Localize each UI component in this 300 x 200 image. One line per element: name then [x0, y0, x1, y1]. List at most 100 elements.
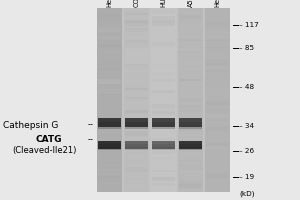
Bar [152, 90, 175, 93]
Bar [98, 106, 121, 108]
Bar [206, 140, 229, 144]
Bar [125, 48, 148, 64]
Text: --: -- [88, 136, 94, 144]
Text: HepG2: HepG2 [214, 0, 220, 7]
Bar [125, 28, 148, 30]
Bar [152, 138, 175, 140]
Bar [206, 62, 229, 63]
Bar [152, 17, 175, 20]
Bar [206, 77, 229, 79]
Bar [179, 166, 202, 170]
Bar [125, 110, 148, 113]
Bar [179, 161, 202, 165]
Bar [206, 127, 229, 130]
Bar [152, 48, 175, 64]
Bar [179, 118, 202, 127]
Bar [98, 78, 121, 82]
Bar [206, 70, 229, 72]
Bar [152, 144, 175, 148]
Bar [125, 170, 148, 172]
Bar [206, 127, 229, 131]
Text: HepG2: HepG2 [106, 0, 112, 7]
Bar [151, 8, 176, 192]
Bar [206, 118, 229, 119]
Bar [125, 36, 148, 39]
Bar [179, 157, 202, 161]
Bar [125, 125, 148, 129]
Bar [206, 48, 229, 53]
Bar [152, 104, 175, 109]
Bar [98, 13, 121, 16]
Bar [179, 42, 202, 44]
Bar [206, 47, 229, 50]
Bar [125, 22, 148, 24]
Bar [98, 120, 121, 122]
Bar [125, 23, 148, 26]
Bar [179, 51, 202, 52]
Bar [125, 122, 148, 125]
Bar [98, 44, 121, 48]
Bar [125, 159, 148, 164]
Bar [125, 118, 148, 127]
Bar [152, 112, 175, 116]
Bar [179, 14, 202, 17]
Text: (kD): (kD) [239, 190, 255, 197]
Bar [179, 16, 202, 19]
Text: A549: A549 [188, 0, 194, 7]
Bar [152, 39, 175, 41]
Bar [152, 147, 175, 150]
Bar [98, 26, 121, 28]
Bar [206, 101, 229, 105]
Bar [206, 66, 229, 70]
Bar [125, 80, 148, 82]
Bar [152, 16, 175, 21]
Bar [179, 160, 202, 161]
Bar [206, 60, 229, 65]
Bar [206, 35, 229, 38]
Bar [125, 90, 148, 92]
Bar [179, 152, 202, 154]
Text: – 34: – 34 [239, 123, 254, 129]
Bar [206, 31, 229, 34]
Bar [152, 41, 175, 42]
Bar [125, 63, 148, 67]
Bar [98, 120, 121, 121]
Bar [98, 138, 121, 141]
Bar [125, 48, 148, 52]
Bar [179, 61, 202, 65]
Bar [152, 183, 175, 186]
Bar [206, 40, 229, 41]
Text: COLO: COLO [134, 0, 140, 7]
Bar [206, 83, 229, 84]
Bar [98, 36, 121, 39]
Bar [98, 164, 121, 165]
Bar [98, 118, 121, 127]
Bar [98, 175, 121, 177]
Bar [179, 147, 202, 150]
Bar [98, 162, 121, 164]
Bar [98, 26, 121, 28]
Bar [125, 27, 148, 28]
Text: – 26: – 26 [239, 148, 254, 154]
Bar [98, 89, 121, 93]
Bar [152, 10, 175, 14]
Bar [125, 85, 148, 89]
Bar [152, 43, 175, 46]
Bar [125, 88, 148, 90]
Bar [152, 147, 175, 150]
Bar [206, 93, 229, 97]
Bar [98, 125, 121, 129]
Bar [98, 14, 121, 16]
Bar [125, 13, 148, 15]
Bar [152, 91, 175, 93]
Text: – 48: – 48 [239, 84, 254, 90]
Bar [125, 54, 148, 56]
Bar [152, 110, 175, 113]
Bar [179, 48, 202, 51]
Bar [152, 21, 175, 23]
Bar [98, 50, 121, 53]
Bar [125, 144, 148, 147]
Bar [98, 45, 121, 48]
Bar [179, 141, 202, 149]
Bar [125, 140, 148, 145]
